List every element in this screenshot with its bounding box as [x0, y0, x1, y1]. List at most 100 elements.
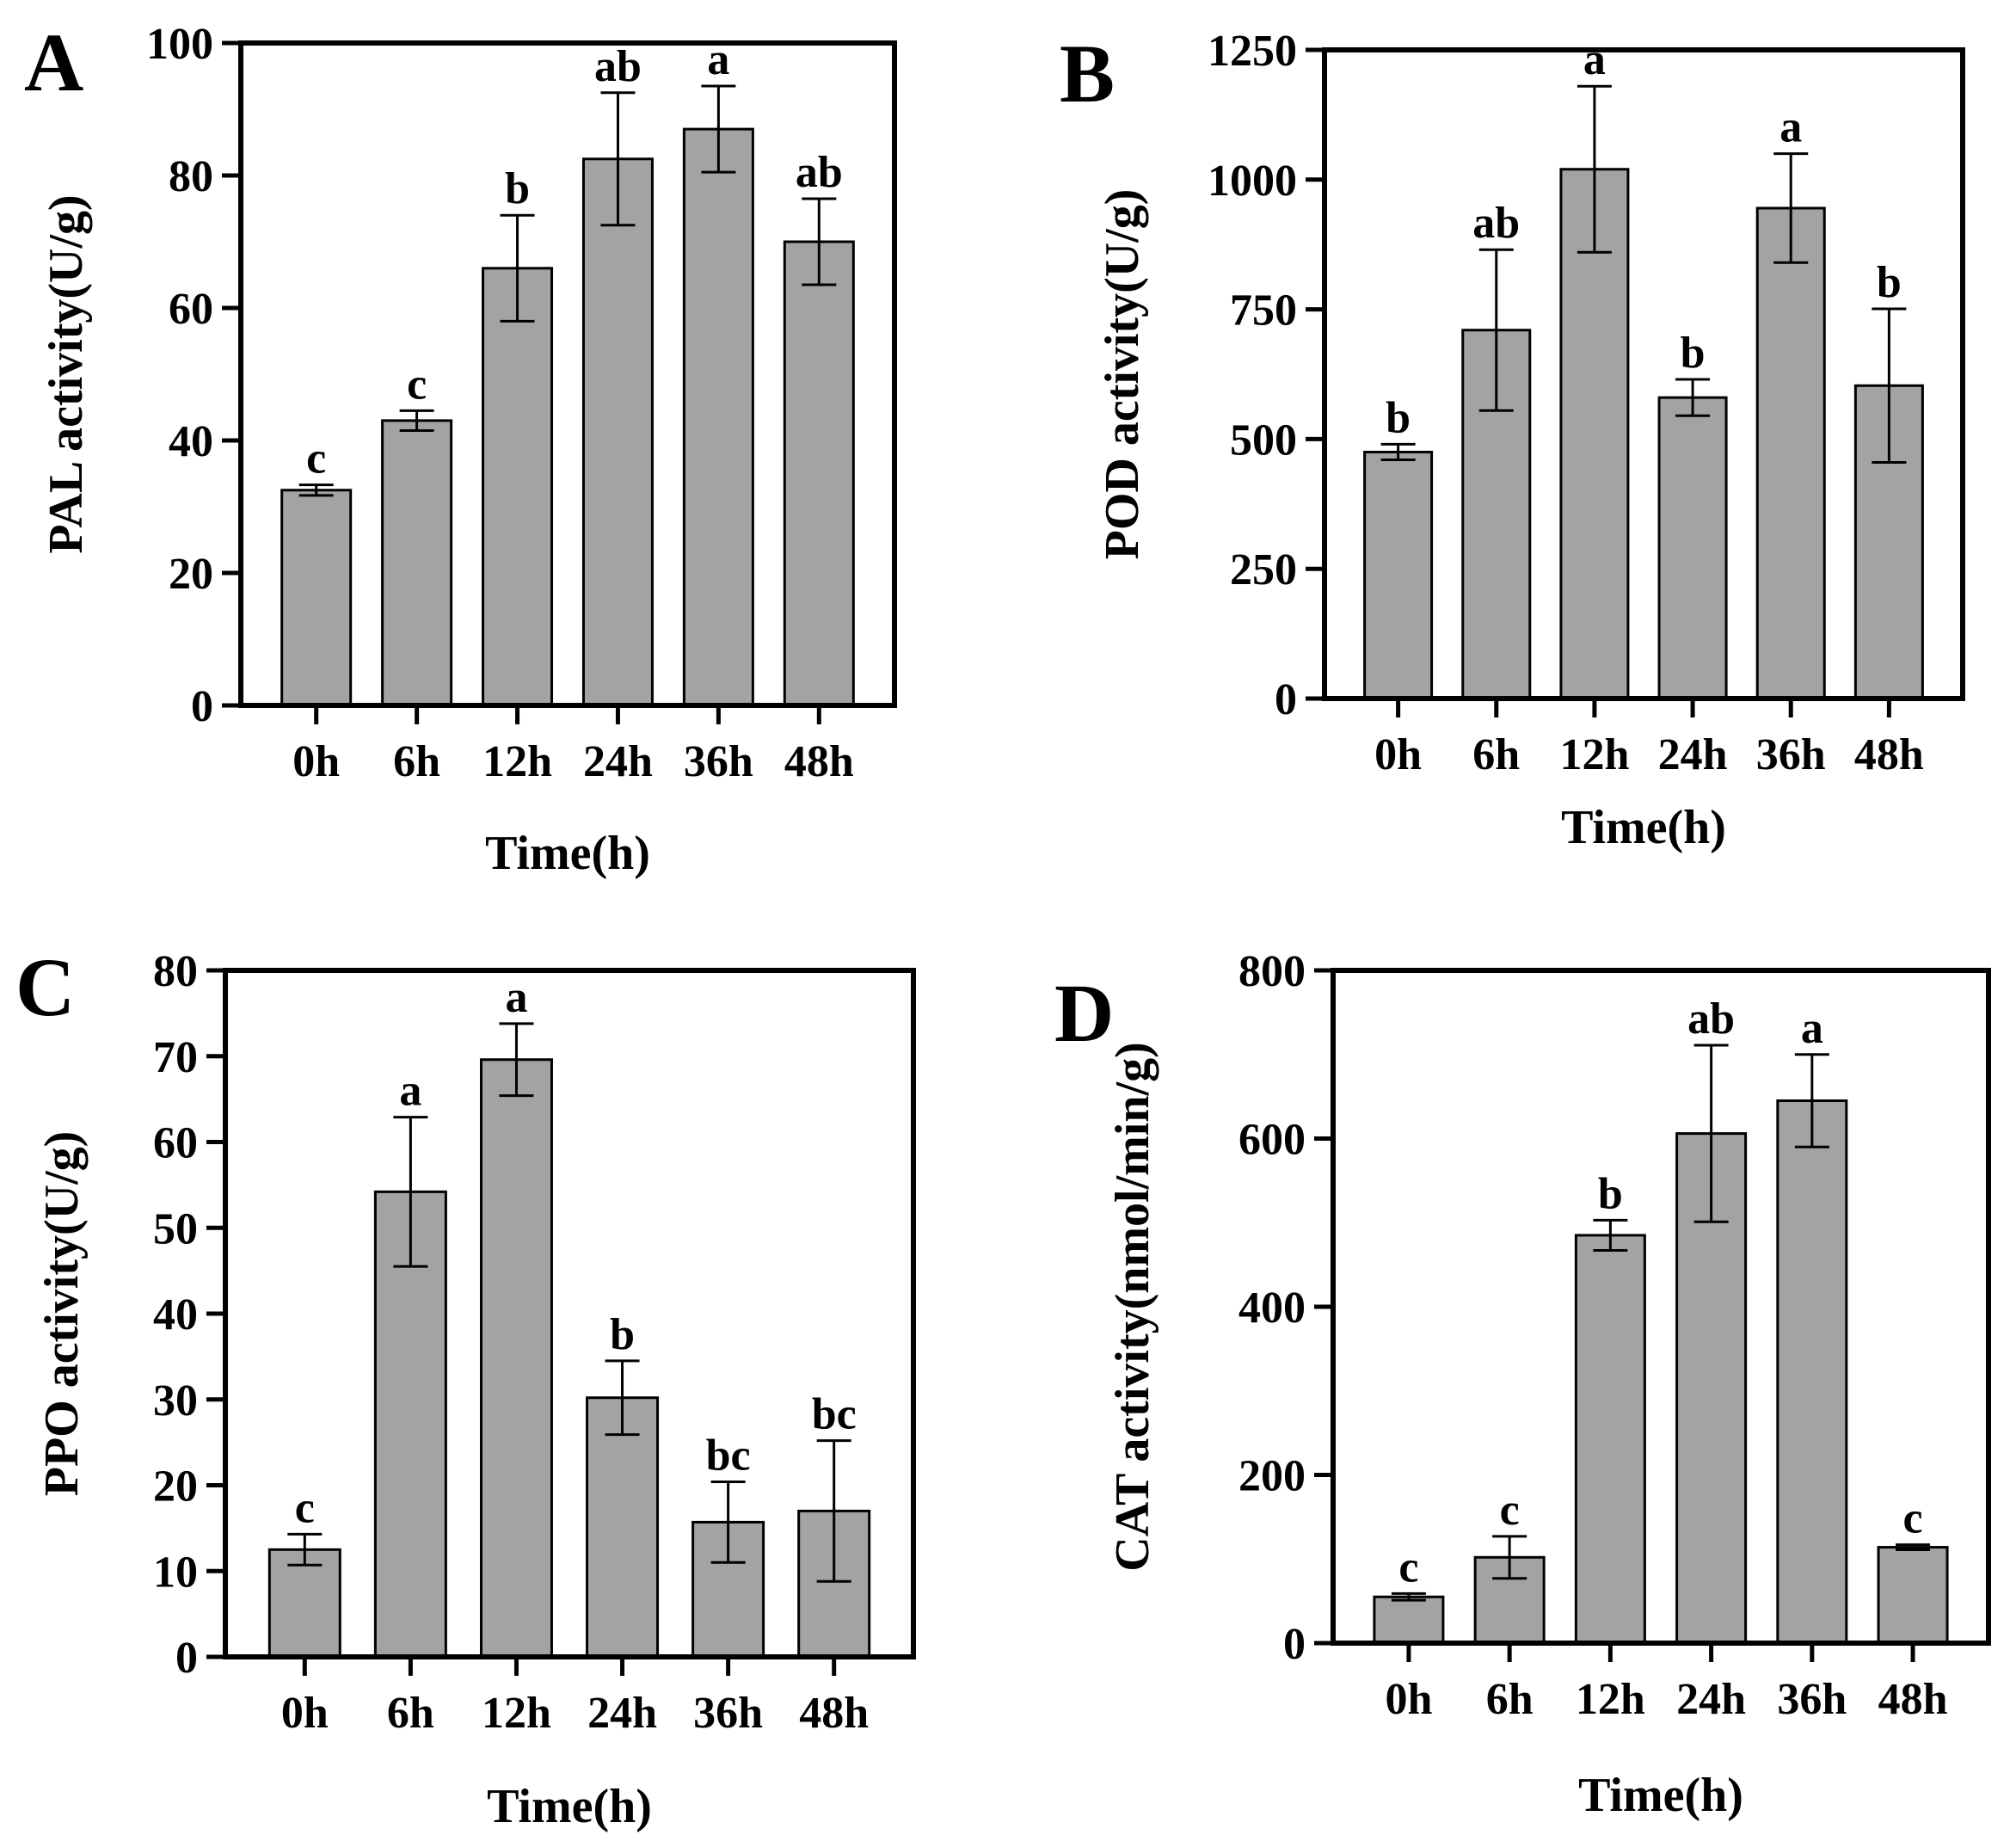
x-tick-label: 12h — [482, 737, 552, 786]
plot-frame — [1322, 47, 1965, 701]
significance-label: a — [1583, 35, 1606, 84]
x-tick-label: 36h — [693, 1689, 763, 1738]
error-bar — [816, 1439, 851, 1583]
panel-letter: C — [15, 941, 75, 1033]
significance-label: a — [1779, 103, 1802, 152]
x-tick-label: 0h — [1385, 1675, 1432, 1724]
bar — [381, 419, 453, 707]
bar — [1776, 1099, 1848, 1645]
bar — [373, 1190, 447, 1659]
error-bar — [1675, 378, 1711, 417]
significance-label: b — [1877, 258, 1902, 307]
x-tick-label: 24h — [587, 1689, 657, 1738]
y-tick-label: 750 — [1230, 286, 1297, 336]
panel-letter: B — [1060, 28, 1115, 120]
x-tick-label: 48h — [1854, 730, 1924, 779]
y-tick-label: 80 — [153, 947, 198, 996]
y-tick-label: 60 — [153, 1119, 198, 1168]
significance-label: ab — [1687, 994, 1735, 1044]
x-axis-title: Time(h) — [487, 1780, 652, 1833]
error-bar — [1773, 152, 1809, 264]
error-bar — [710, 1481, 746, 1564]
error-bar — [802, 197, 837, 286]
bar — [783, 240, 855, 707]
error-bar — [1492, 1535, 1527, 1580]
y-tick-label: 0 — [191, 682, 213, 731]
y-tick-label: 30 — [153, 1376, 198, 1425]
error-bar — [1794, 1053, 1829, 1148]
x-tick-label: 24h — [583, 737, 653, 786]
chart-panel-d: Dc 0h c 6h b 12h ab 24h a 36h c 48h 0 200 400 600 800 Tim… — [1054, 947, 1991, 1822]
y-tick-label: 0 — [1275, 675, 1297, 724]
significance-label: c — [295, 1483, 315, 1532]
y-tick-label: 70 — [153, 1033, 198, 1082]
y-tick-label: 400 — [1238, 1284, 1306, 1333]
x-tick-label: 48h — [1878, 1675, 1948, 1724]
significance-label: b — [1598, 1169, 1623, 1218]
bar — [1363, 450, 1434, 700]
x-tick-label: 12h — [482, 1689, 551, 1738]
x-tick-label: 48h — [799, 1689, 869, 1738]
error-bar — [1391, 1591, 1426, 1602]
error-bar — [499, 1022, 534, 1098]
bar — [1574, 1234, 1646, 1645]
bar — [1373, 1595, 1445, 1645]
x-tick-label: 48h — [784, 737, 854, 786]
significance-label: a — [399, 1067, 421, 1116]
error-bar — [1478, 248, 1514, 412]
error-bar — [1593, 1218, 1628, 1253]
error-bar — [1872, 307, 1907, 465]
error-bar — [1693, 1044, 1729, 1223]
x-axis-title: Time(h) — [1561, 801, 1726, 854]
error-bar — [1577, 84, 1612, 254]
significance-label: c — [306, 434, 326, 483]
error-bar — [600, 91, 636, 227]
bar — [267, 1548, 341, 1659]
y-axis-title: PAL activity(U/g) — [40, 194, 93, 553]
y-tick-label: 50 — [153, 1204, 198, 1253]
bar — [479, 1058, 553, 1659]
significance-label: a — [1801, 1004, 1823, 1053]
bar — [1657, 396, 1728, 700]
x-tick-label: 6h — [1486, 1675, 1534, 1724]
error-bar — [605, 1359, 640, 1437]
error-bar — [1380, 442, 1416, 462]
significance-label: a — [505, 973, 527, 1022]
significance-label: b — [505, 164, 530, 213]
error-bar — [399, 409, 434, 432]
x-tick-label: 6h — [387, 1689, 434, 1738]
x-tick-label: 36h — [1756, 730, 1826, 779]
bar — [586, 1396, 660, 1659]
error-bar — [393, 1116, 428, 1268]
x-tick-label: 6h — [1472, 730, 1520, 779]
bar — [280, 489, 353, 707]
error-bar — [500, 213, 535, 323]
y-tick-label: 0 — [175, 1634, 198, 1683]
y-tick-label: 20 — [153, 1462, 198, 1511]
x-tick-label: 0h — [1374, 730, 1422, 779]
x-tick-label: 36h — [1777, 1675, 1847, 1724]
x-tick-label: 6h — [393, 737, 440, 786]
x-tick-label: 0h — [292, 737, 340, 786]
significance-label: b — [1386, 393, 1411, 442]
x-tick-label: 24h — [1658, 730, 1728, 779]
significance-label: c — [1903, 1494, 1923, 1543]
y-tick-label: 100 — [146, 20, 213, 69]
significance-label: b — [610, 1310, 635, 1359]
significance-label: ab — [796, 148, 843, 197]
bar — [682, 127, 754, 707]
y-tick-label: 80 — [169, 152, 213, 201]
x-axis-title: Time(h) — [1578, 1769, 1743, 1822]
y-tick-label: 1000 — [1208, 157, 1297, 206]
plot-frame — [1331, 968, 1991, 1646]
significance-label: c — [1500, 1486, 1520, 1535]
y-tick-label: 600 — [1238, 1116, 1306, 1165]
significance-label: ab — [1472, 199, 1520, 248]
plot-frame — [238, 40, 897, 708]
chart-panel-b: Bb 0h ab 6h a 12h b 24h a 36h b 48h 0 250 500 750 1000 12… — [1060, 27, 1965, 854]
significance-label: bc — [706, 1431, 751, 1481]
x-tick-label: 24h — [1676, 1675, 1746, 1724]
error-bar — [287, 1532, 323, 1567]
significance-label: b — [1681, 329, 1706, 378]
